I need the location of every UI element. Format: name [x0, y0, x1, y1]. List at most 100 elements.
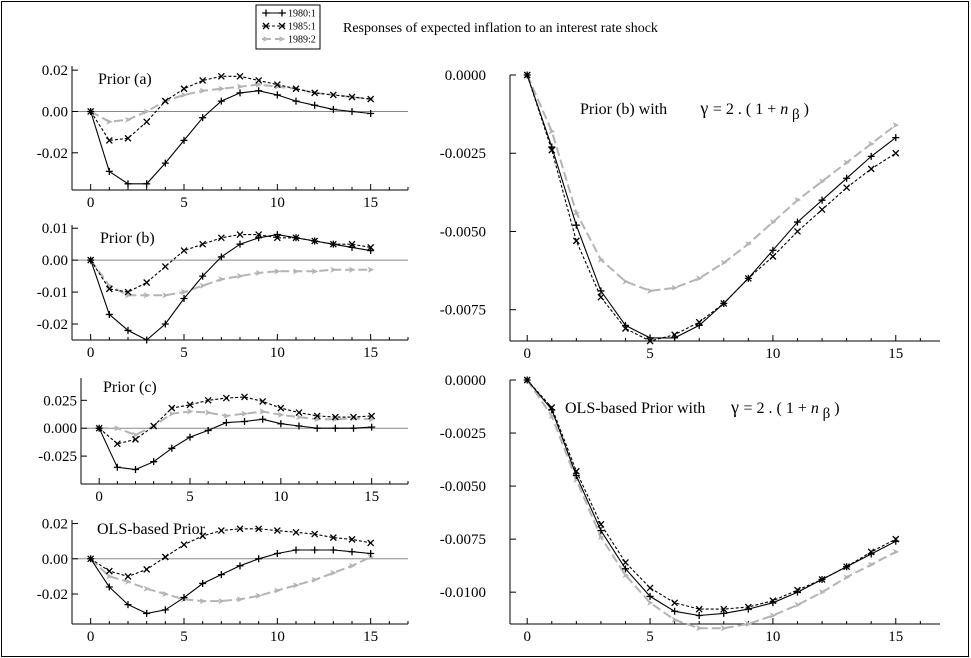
- data-point: [168, 404, 176, 412]
- eq-gamma: γ: [730, 397, 743, 417]
- y-tick-label: 0.025: [43, 393, 77, 409]
- data-point: [647, 287, 654, 294]
- eq-close: ): [800, 101, 809, 118]
- series-1980-1: [523, 71, 900, 342]
- data-point: [236, 89, 244, 97]
- legend-label: 1985:1: [288, 22, 316, 33]
- data-point: [867, 165, 875, 173]
- panel-equation: γ = 2 . ( 1 + n β ): [699, 98, 809, 123]
- data-point: [255, 234, 263, 242]
- data-point: [105, 136, 113, 144]
- data-point: [868, 140, 875, 147]
- data-point: [241, 418, 248, 426]
- x-tick-label: 0: [523, 346, 531, 362]
- data-point: [277, 404, 285, 412]
- data-point: [313, 412, 321, 420]
- data-point: [273, 81, 281, 89]
- data-point: [720, 259, 728, 266]
- data-point: [143, 609, 151, 617]
- y-tick-label: -0.0075: [440, 532, 486, 548]
- data-point: [132, 465, 139, 473]
- data-point: [367, 554, 375, 561]
- panel-2: -0.02 -0.01 0.00 0.01 0 5 10 15 Prior (b): [37, 221, 409, 361]
- x-tick-label: 5: [180, 195, 188, 211]
- data-point: [745, 240, 752, 247]
- data-point: [218, 276, 225, 283]
- y-tick-label: 0.00: [42, 552, 68, 568]
- series-1980-1: [523, 376, 900, 620]
- eq-body: 2 . ( 1 +: [726, 101, 780, 118]
- data-point: [237, 83, 244, 90]
- data-point: [646, 584, 654, 592]
- data-point: [311, 268, 319, 275]
- data-point: [259, 408, 267, 415]
- data-point: [124, 326, 132, 334]
- y-tick-label: -0.01: [37, 285, 68, 301]
- data-point: [523, 376, 531, 384]
- data-point: [597, 287, 605, 295]
- data-point: [217, 571, 225, 579]
- data-point: [161, 159, 169, 167]
- data-point: [124, 134, 132, 142]
- data-point: [793, 588, 801, 596]
- y-tick-label: 0.01: [42, 221, 68, 237]
- data-point: [143, 336, 151, 344]
- data-point: [143, 118, 151, 126]
- data-point: [311, 546, 319, 554]
- eq-n: n: [780, 101, 788, 118]
- figure-title: Responses of expected inflation to an in…: [343, 21, 658, 36]
- x-tick-label: 10: [270, 195, 285, 211]
- data-point: [255, 87, 263, 95]
- panel-title: Prior (c): [103, 379, 157, 396]
- data-point: [199, 240, 207, 248]
- x-tick-label: 15: [363, 195, 378, 211]
- data-point: [720, 625, 728, 632]
- data-point: [293, 582, 300, 589]
- data-point: [199, 77, 207, 84]
- data-point: [143, 180, 151, 188]
- data-point: [217, 253, 225, 261]
- data-point: [277, 420, 285, 428]
- data-point: [292, 528, 300, 536]
- data-point: [236, 72, 244, 80]
- data-point: [331, 424, 339, 432]
- data-point: [218, 85, 225, 92]
- x-tick-label: 10: [270, 629, 285, 645]
- data-point: [892, 122, 900, 129]
- x-tick-label: 10: [270, 345, 285, 361]
- series-line: [526, 379, 897, 617]
- data-point: [843, 574, 851, 581]
- data-point: [548, 143, 556, 151]
- data-point: [367, 247, 375, 255]
- data-point: [367, 95, 375, 103]
- data-point: [222, 419, 230, 427]
- data-point: [292, 234, 300, 242]
- y-tick-label: 0.000: [43, 421, 77, 437]
- y-tick-label: 0.02: [42, 517, 68, 533]
- data-point: [671, 607, 679, 615]
- data-point: [368, 423, 376, 431]
- data-point: [745, 621, 752, 627]
- legend-label: 1980:1: [288, 9, 316, 20]
- data-point: [295, 409, 303, 417]
- data-point: [349, 562, 356, 569]
- data-point: [293, 268, 300, 275]
- series-line: [90, 556, 372, 603]
- data-point: [671, 599, 679, 607]
- data-point: [105, 583, 113, 591]
- data-point: [348, 243, 356, 251]
- data-point: [292, 546, 300, 554]
- series-1980-1: [95, 415, 376, 473]
- data-point: [695, 612, 703, 620]
- data-point: [818, 206, 826, 214]
- data-point: [236, 240, 244, 248]
- data-point: [186, 401, 194, 409]
- data-point: [819, 589, 826, 596]
- data-point: [180, 247, 188, 255]
- data-point: [331, 413, 339, 421]
- data-point: [597, 534, 605, 541]
- panel-1: -0.02 0.00 0.02 0 5 10 15 Prior (a): [37, 63, 409, 211]
- eq-equals: =: [713, 101, 726, 118]
- data-point: [329, 240, 337, 248]
